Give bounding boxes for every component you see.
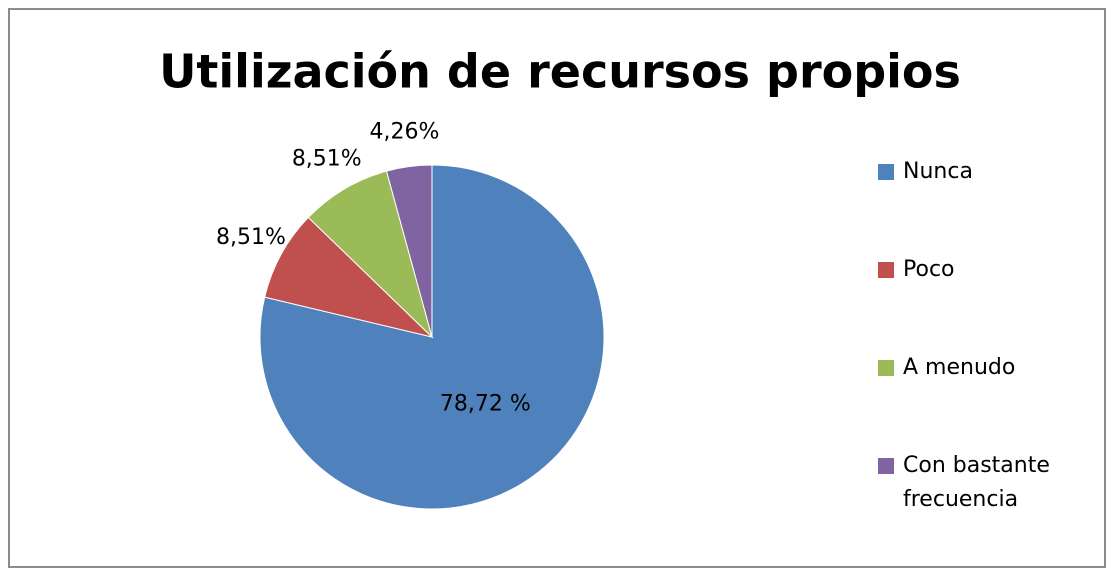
legend-swatch [878, 360, 894, 376]
legend-swatch [878, 164, 894, 180]
pie-slice [264, 216, 434, 338]
legend-label: Con bastante frecuencia [903, 453, 1050, 512]
legend-swatch [878, 458, 894, 474]
data-label: 4,26% [370, 119, 440, 144]
pie-slice [385, 164, 433, 338]
legend-label: Nunca [903, 159, 973, 184]
legend-label: Poco [903, 257, 955, 282]
pie-slice [307, 170, 433, 339]
chart-title: Utilización de recursos propios [159, 45, 961, 99]
data-label: 8,51% [216, 225, 286, 250]
data-label: 78,72 % [440, 391, 531, 416]
legend-swatch [878, 262, 894, 278]
legend-label: A menudo [903, 355, 1016, 380]
data-label: 8,51% [292, 146, 362, 171]
